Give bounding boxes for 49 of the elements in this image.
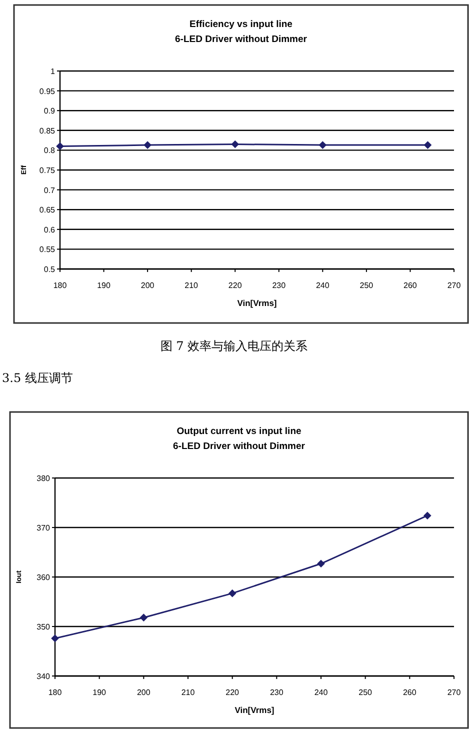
x-tick-label: 230 [272,281,286,290]
x-tick-label: 270 [447,688,462,697]
y-tick-label: 0.55 [39,245,56,254]
x-tick-label: 190 [97,281,111,290]
x-tick-label: 270 [447,281,462,290]
x-tick-label: 260 [402,688,417,697]
y-tick-label: 0.9 [44,106,56,116]
caption: 图 7 效率与输入电压的关系 [160,339,308,353]
y-tick-label: 360 [36,573,51,582]
y-tick-label: 0.5 [44,265,56,274]
x-tick-label: 240 [314,688,328,697]
y-tick-label: 0.65 [39,206,56,215]
y-tick-label: 0.7 [44,186,56,195]
x-axis-title: Vin[Vrms] [234,705,274,715]
x-tick-label: 210 [184,281,199,290]
chart-subtitle: 6-LED Driver without Dimmer [175,34,308,45]
x-tick-label: 220 [226,688,240,697]
y-tick-label: 0.6 [44,225,56,234]
y-tick-label: 350 [36,622,51,632]
y-tick-label: 0.85 [39,126,56,136]
x-tick-label: 230 [270,688,284,697]
x-tick-label: 250 [360,281,374,290]
y-tick-label: 0.95 [39,86,56,96]
y-tick-label: 370 [36,524,51,532]
y-tick-label: 0.8 [44,146,56,156]
x-tick-label: 200 [140,281,155,290]
x-tick-label: 250 [358,688,373,697]
x-tick-label: 180 [48,688,62,697]
y-tick-label: 380 [36,474,51,483]
point [51,634,59,642]
text: 3.5 线压调节 [2,371,73,385]
chart-title: Output current vs input line [176,426,302,437]
y-tick-label: 1 [50,67,56,76]
point [317,560,325,568]
chart-subtitle: 6-LED Driver without Dimmer [173,441,306,452]
point [228,590,236,598]
x-tick-label: 180 [53,281,68,290]
chart-title: Efficiency vs input line [190,19,292,30]
x-tick-label: 210 [181,688,196,697]
y-tick-label: 340 [36,672,51,681]
x-tick-label: 220 [228,281,242,290]
x-axis-title: Vin[Vrms] [237,298,277,308]
x-tick-label: 240 [316,281,330,290]
x-tick-label: 200 [136,688,151,697]
point [424,512,432,520]
x-tick-label: 190 [92,688,107,697]
y-tick-label: 0.75 [39,166,56,175]
x-tick-label: 260 [404,281,418,290]
point [140,614,148,622]
